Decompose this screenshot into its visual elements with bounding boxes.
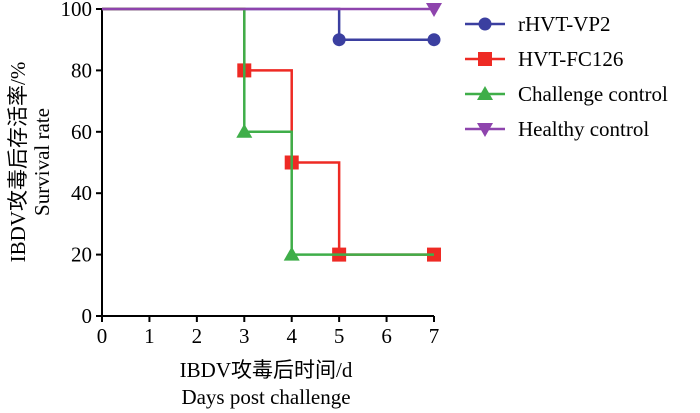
legend-item: HVT-FC126 xyxy=(465,47,623,71)
series-line xyxy=(102,7,434,256)
x-tick-label: 4 xyxy=(286,324,297,348)
legend-item: Challenge control xyxy=(465,82,668,106)
data-point xyxy=(283,246,300,261)
x-tick-label: 5 xyxy=(334,324,345,348)
x-tick-label: 3 xyxy=(239,324,250,348)
x-axis-title-line-2: Days post challenge xyxy=(181,385,350,409)
y-tick-label: 40 xyxy=(71,181,92,205)
x-tick-label: 0 xyxy=(97,324,108,348)
data-point xyxy=(426,3,442,17)
series-0 xyxy=(102,7,441,47)
legend-item: Healthy control xyxy=(465,117,649,141)
data-point xyxy=(236,123,253,138)
x-tick-label: 1 xyxy=(144,324,155,348)
y-axis-title-line-1: IBDV攻毒后存活率/% xyxy=(6,62,30,263)
y-tick-label: 0 xyxy=(82,304,93,328)
legend-label: HVT-FC126 xyxy=(518,47,623,71)
y-tick-label: 60 xyxy=(71,120,92,144)
y-tick-label: 20 xyxy=(71,243,92,267)
legend-marker xyxy=(477,123,493,137)
axes xyxy=(96,8,435,322)
legend: rHVT-VP2 HVT-FC126 Challenge control Health… xyxy=(465,12,668,141)
legend-label: Challenge control xyxy=(518,82,668,106)
legend-item: rHVT-VP2 xyxy=(465,12,611,36)
tick-labels: 0 1 2 3 4 5 6 7 0 20 40 60 80 100 xyxy=(61,0,440,348)
data-point xyxy=(332,33,346,47)
x-axis-title-line-1: IBDV攻毒后时间/d xyxy=(180,358,353,382)
y-axis-title-line-2: Survival rate xyxy=(30,108,54,216)
series-layer xyxy=(102,3,442,262)
legend-marker xyxy=(478,17,492,31)
series-1 xyxy=(102,7,441,262)
x-tick-label: 6 xyxy=(381,324,392,348)
series-3 xyxy=(102,3,442,17)
y-tick-label: 80 xyxy=(71,58,92,82)
series-2 xyxy=(102,7,434,261)
legend-label: Healthy control xyxy=(518,117,649,141)
data-point xyxy=(427,33,441,47)
legend-marker xyxy=(478,52,492,66)
legend-marker xyxy=(477,86,493,100)
x-tick-label: 2 xyxy=(192,324,203,348)
legend-label: rHVT-VP2 xyxy=(518,12,611,36)
x-tick-label: 7 xyxy=(429,324,440,348)
y-tick-label: 100 xyxy=(61,0,93,21)
series-line xyxy=(102,7,434,41)
